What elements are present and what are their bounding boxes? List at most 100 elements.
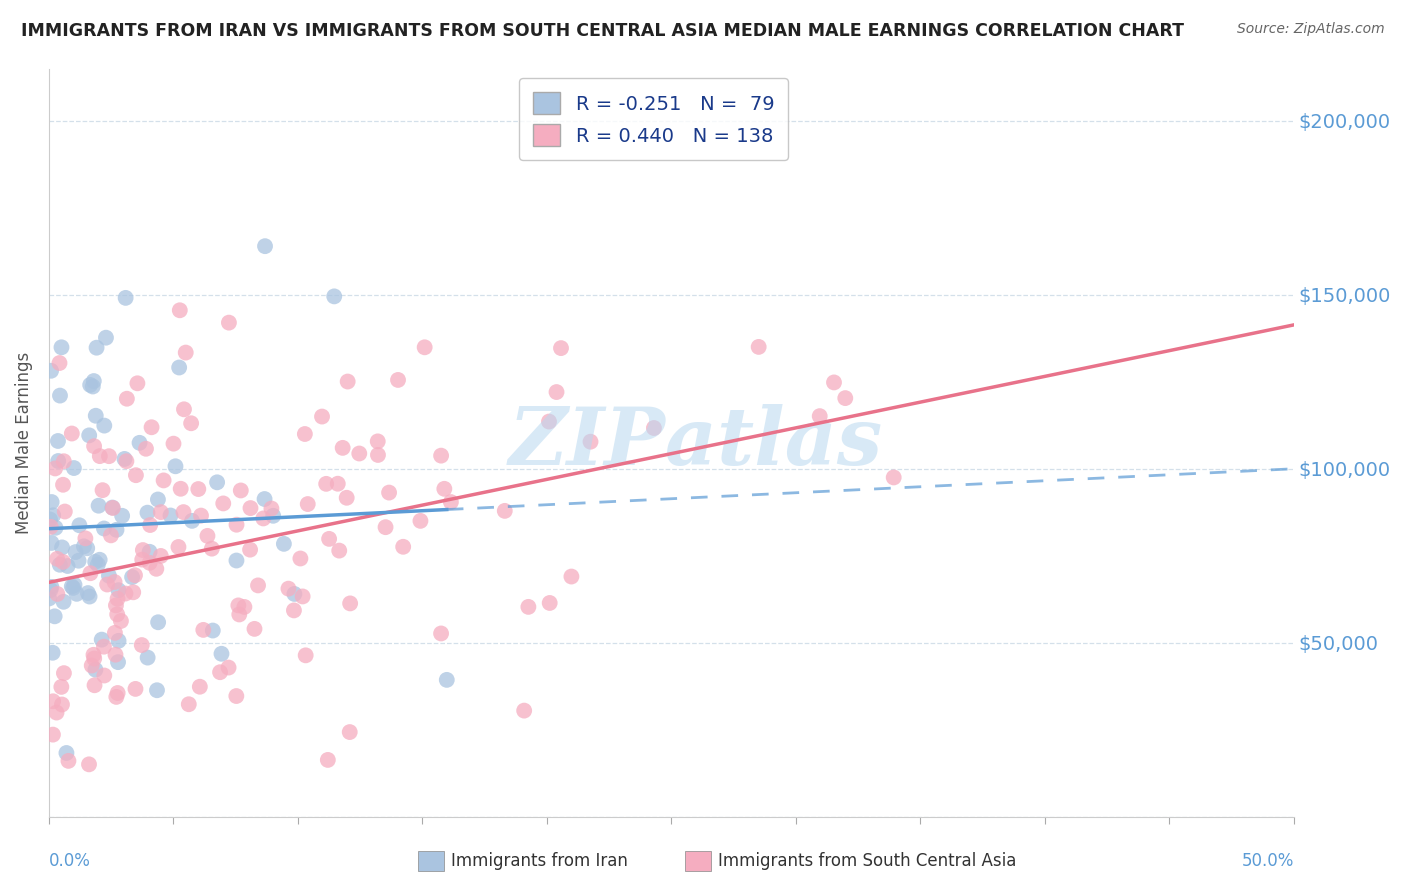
- Point: [39, 582, 62, 597]
- Point: [283, 603, 305, 617]
- Point: [136, 506, 159, 520]
- Point: [228, 607, 250, 622]
- Point: [93, 668, 115, 682]
- Point: [173, 402, 195, 417]
- Point: [52, 555, 75, 569]
- Point: [323, 289, 346, 303]
- Point: [550, 341, 572, 355]
- Point: [124, 681, 146, 696]
- Point: [336, 491, 359, 505]
- Point: [100, 528, 122, 542]
- Point: [87, 558, 110, 572]
- Point: [187, 482, 209, 496]
- Point: [808, 409, 831, 424]
- Point: [52, 595, 75, 609]
- Point: [56, 559, 79, 574]
- Point: [115, 454, 138, 468]
- Point: [44, 609, 66, 624]
- Point: [336, 375, 359, 389]
- Point: [75, 532, 97, 546]
- Point: [80, 658, 103, 673]
- Point: [83, 374, 105, 388]
- Point: [122, 585, 145, 599]
- Point: [67, 554, 90, 568]
- Point: [97, 568, 120, 582]
- Point: [339, 596, 361, 610]
- Point: [188, 680, 211, 694]
- Point: [132, 543, 155, 558]
- Point: [409, 514, 432, 528]
- Point: [252, 511, 274, 525]
- Point: [63, 461, 86, 475]
- Point: [115, 392, 138, 406]
- Point: [294, 427, 316, 442]
- Point: [201, 541, 224, 556]
- Point: [139, 518, 162, 533]
- Point: [291, 590, 314, 604]
- Point: [883, 470, 905, 484]
- Point: [124, 568, 146, 582]
- Point: [643, 421, 665, 435]
- Point: [311, 409, 333, 424]
- Point: [41, 646, 63, 660]
- Point: [146, 683, 169, 698]
- Point: [51, 680, 73, 694]
- Point: [90, 632, 112, 647]
- Point: [209, 665, 232, 680]
- Point: [290, 551, 312, 566]
- Point: [121, 570, 143, 584]
- Point: [190, 508, 212, 523]
- Point: [294, 648, 316, 663]
- Point: [58, 754, 80, 768]
- Point: [67, 518, 90, 533]
- Point: [48, 356, 70, 370]
- Point: [167, 540, 190, 554]
- Point: [46, 454, 69, 468]
- Point: [83, 439, 105, 453]
- Point: [367, 434, 389, 449]
- Point: [180, 417, 202, 431]
- Point: [262, 508, 284, 523]
- Point: [318, 532, 340, 546]
- Point: [93, 418, 115, 433]
- Point: [83, 678, 105, 692]
- Point: [748, 340, 770, 354]
- Point: [46, 434, 69, 448]
- Point: [440, 495, 463, 509]
- Point: [172, 505, 194, 519]
- Point: [44, 461, 66, 475]
- Point: [39, 520, 62, 534]
- Point: [253, 491, 276, 506]
- Point: [149, 505, 172, 519]
- Point: [316, 753, 339, 767]
- Point: [326, 476, 349, 491]
- Point: [101, 500, 124, 515]
- Point: [84, 409, 107, 423]
- Point: [83, 651, 105, 665]
- Point: [162, 436, 184, 450]
- Point: [86, 341, 108, 355]
- Point: [107, 591, 129, 606]
- Point: [101, 500, 124, 515]
- Point: [79, 590, 101, 604]
- Point: [339, 725, 361, 739]
- Point: [254, 239, 277, 253]
- Point: [79, 566, 101, 581]
- Point: [225, 553, 247, 567]
- Point: [135, 442, 157, 456]
- Point: [387, 373, 409, 387]
- Point: [273, 537, 295, 551]
- Point: [46, 587, 69, 601]
- Point: [145, 562, 167, 576]
- Point: [45, 706, 67, 720]
- Point: [430, 449, 453, 463]
- Point: [114, 451, 136, 466]
- Point: [517, 599, 540, 614]
- Point: [76, 541, 98, 556]
- Point: [105, 690, 128, 704]
- Point: [46, 552, 69, 566]
- Point: [104, 575, 127, 590]
- Point: [53, 504, 76, 518]
- Point: [91, 483, 114, 498]
- Point: [233, 599, 256, 614]
